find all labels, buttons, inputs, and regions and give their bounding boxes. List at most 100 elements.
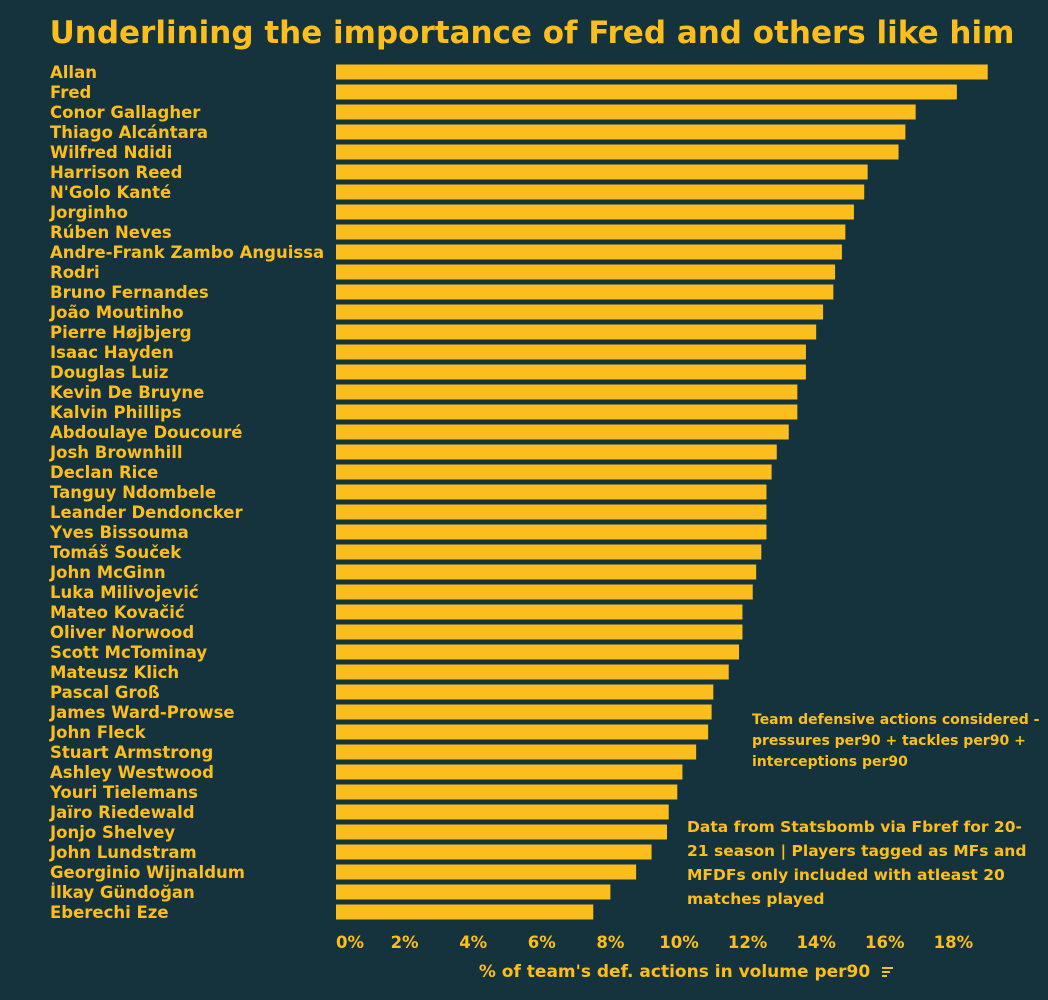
bar <box>336 564 757 580</box>
bar <box>336 104 916 120</box>
bar <box>336 824 667 840</box>
player-label: Jorginho <box>49 203 128 222</box>
bar <box>336 904 594 920</box>
x-tick-label: 12% <box>728 933 768 952</box>
player-label: Abdoulaye Doucouré <box>50 423 242 442</box>
bar <box>336 744 697 760</box>
player-label: Declan Rice <box>50 463 158 482</box>
bar <box>336 304 824 320</box>
note-defensive-actions: Team defensive actions considered - pres… <box>752 712 1040 770</box>
bar <box>336 124 906 140</box>
bar <box>336 424 789 440</box>
player-label: Pascal Groß <box>50 683 160 702</box>
bar <box>336 664 729 680</box>
player-label: Isaac Hayden <box>50 343 174 362</box>
player-label: Kevin De Bruyne <box>50 383 204 402</box>
bar <box>336 324 817 340</box>
bar <box>336 264 836 280</box>
bar <box>336 184 865 200</box>
player-label: Mateusz Klich <box>50 663 179 682</box>
bar <box>336 404 798 420</box>
bar <box>336 644 740 660</box>
x-tick-label: 16% <box>865 933 905 952</box>
player-label: Harrison Reed <box>50 163 182 182</box>
player-label: Luka Milivojević <box>50 583 199 602</box>
x-tick-label: 0% <box>336 933 364 952</box>
player-label: Jaïro Riedewald <box>49 803 195 822</box>
bar <box>336 64 988 80</box>
bar <box>336 144 899 160</box>
chart-title: Underlining the importance of Fred and o… <box>50 15 1015 51</box>
x-tick-label: 8% <box>596 933 624 952</box>
bar <box>336 624 743 640</box>
x-tick-label: 14% <box>796 933 836 952</box>
bar <box>336 84 957 100</box>
player-label: Douglas Luiz <box>50 363 168 382</box>
player-label: Youri Tielemans <box>49 783 198 802</box>
player-label: Rodri <box>50 263 100 282</box>
player-label: João Moutinho <box>49 303 184 322</box>
player-label: John Lundstram <box>49 843 197 862</box>
player-label: Thiago Alcántara <box>50 123 208 142</box>
player-label: Jonjo Shelvey <box>49 823 175 842</box>
bar <box>336 584 753 600</box>
player-label: Scott McTominay <box>50 643 207 662</box>
bar <box>336 444 777 460</box>
player-label: Stuart Armstrong <box>50 743 213 762</box>
player-label: Kalvin Phillips <box>50 403 182 422</box>
player-label: John Fleck <box>49 723 147 742</box>
bar <box>336 724 709 740</box>
bar <box>336 604 743 620</box>
x-axis-title: % of team's def. actions in volume per90 <box>336 962 1036 982</box>
player-label: James Ward-Prowse <box>49 703 235 722</box>
x-tick-label: 4% <box>459 933 487 952</box>
player-label: N'Golo Kanté <box>50 183 171 202</box>
bar <box>336 504 767 520</box>
bar <box>336 844 652 860</box>
bar <box>336 204 854 220</box>
player-label: Allan <box>50 63 97 82</box>
player-label: Fred <box>50 83 91 102</box>
player-label: Wilfred Ndidi <box>50 143 172 162</box>
player-label: Josh Brownhill <box>49 443 183 462</box>
player-label: Leander Dendoncker <box>50 503 243 522</box>
bar <box>336 364 806 380</box>
x-tick-label: 10% <box>659 933 699 952</box>
bar <box>336 524 767 540</box>
x-tick-label: 6% <box>528 933 556 952</box>
bar <box>336 464 772 480</box>
bar <box>336 684 714 700</box>
bars-icon <box>882 965 894 979</box>
bar <box>336 484 767 500</box>
player-label: Oliver Norwood <box>50 623 194 642</box>
player-label: Tanguy Ndombele <box>50 483 216 502</box>
player-label: Yves Bissouma <box>49 523 189 542</box>
bar <box>336 764 683 780</box>
bar <box>336 804 669 820</box>
bar <box>336 344 806 360</box>
bar <box>336 884 611 900</box>
player-label: Eberechi Eze <box>50 903 169 922</box>
player-label: Pierre Højbjerg <box>50 323 192 342</box>
note-data-source: Data from Statsbomb via Fbref for 20-21 … <box>687 818 1027 908</box>
bar <box>336 704 712 720</box>
x-tick-label: 18% <box>934 933 974 952</box>
player-label: John McGinn <box>49 563 166 582</box>
bar <box>336 224 846 240</box>
player-label: Tomáš Souček <box>50 543 182 562</box>
player-label: Mateo Kovačić <box>50 603 185 622</box>
x-tick-label: 2% <box>391 933 419 952</box>
bar <box>336 284 834 300</box>
bar <box>336 384 798 400</box>
bar <box>336 544 762 560</box>
player-label: İlkay Gündoğan <box>50 883 195 902</box>
bar <box>336 784 678 800</box>
player-label: Bruno Fernandes <box>50 283 209 302</box>
player-label: Ashley Westwood <box>50 763 214 782</box>
player-label: Rúben Neves <box>50 223 172 242</box>
player-label: Georginio Wijnaldum <box>50 863 245 882</box>
player-label: Conor Gallagher <box>50 103 201 122</box>
x-axis-label: % of team's def. actions in volume per90 <box>478 962 871 982</box>
bar <box>336 244 842 260</box>
